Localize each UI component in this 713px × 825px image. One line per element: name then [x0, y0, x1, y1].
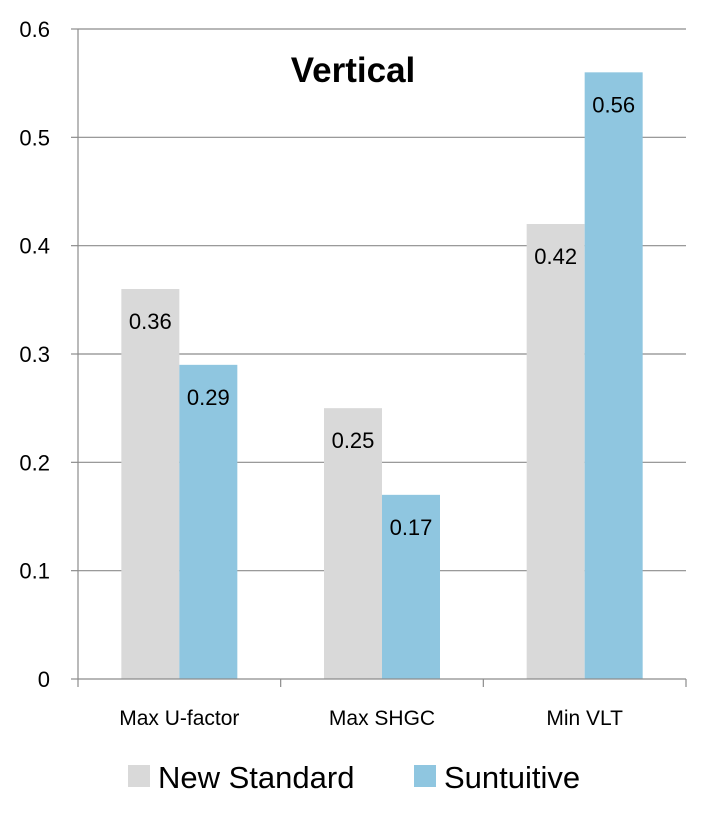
bar-suntuitive [584, 72, 643, 680]
x-tick-label: Max U-factor [119, 707, 239, 730]
y-tick-label: 0.4 [19, 234, 50, 259]
y-tick-label: 0.2 [19, 450, 50, 475]
legend-label: Suntuitive [444, 760, 580, 795]
bar-new-standard [121, 289, 180, 679]
bar-new-standard [526, 224, 585, 679]
y-tick-label: 0.3 [19, 342, 50, 367]
legend: New Standard Suntuitive [128, 760, 580, 795]
legend-swatch [414, 765, 436, 787]
bar-new-standard [324, 408, 382, 679]
data-label: 0.29 [187, 385, 230, 410]
bars [121, 72, 643, 680]
y-tick-label: 0.5 [19, 125, 50, 150]
labels: 0 0.1 0.2 0.3 0.4 0.5 0.6 0.36 0.29 Max U-factor 0… [19, 17, 635, 730]
data-label: 0.17 [390, 515, 433, 540]
data-label: 0.42 [534, 244, 577, 269]
legend-label: New Standard [158, 760, 354, 795]
chart-title: Vertical [291, 51, 416, 90]
data-label: 0.56 [592, 92, 635, 117]
data-label: 0.25 [332, 428, 375, 453]
y-tick-label: 0 [38, 667, 50, 692]
x-tick-label: Min VLT [546, 707, 623, 730]
y-tick-label: 0.1 [19, 559, 50, 584]
data-label: 0.36 [129, 309, 172, 334]
x-tick-label: Max SHGC [329, 707, 435, 730]
bar-suntuitive [179, 364, 238, 679]
bar-suntuitive [382, 494, 440, 679]
legend-swatch [128, 765, 150, 787]
y-tick-label: 0.6 [19, 17, 50, 42]
axes [71, 28, 687, 687]
